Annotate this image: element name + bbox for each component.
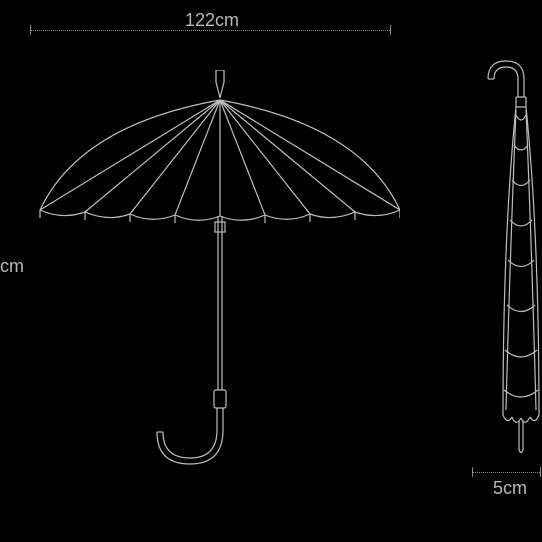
- closed-width-label: 5cm: [493, 478, 527, 499]
- open-umbrella-diagram: [20, 70, 400, 470]
- closed-umbrella-diagram: [470, 55, 540, 475]
- dim-tick-closed-left: [472, 467, 473, 477]
- dim-tick-closed-right: [540, 467, 541, 477]
- dim-line-closed-width: [472, 472, 540, 473]
- dim-tick-right: [390, 25, 391, 35]
- dim-tick-left: [30, 25, 31, 35]
- width-label: 122cm: [185, 10, 239, 31]
